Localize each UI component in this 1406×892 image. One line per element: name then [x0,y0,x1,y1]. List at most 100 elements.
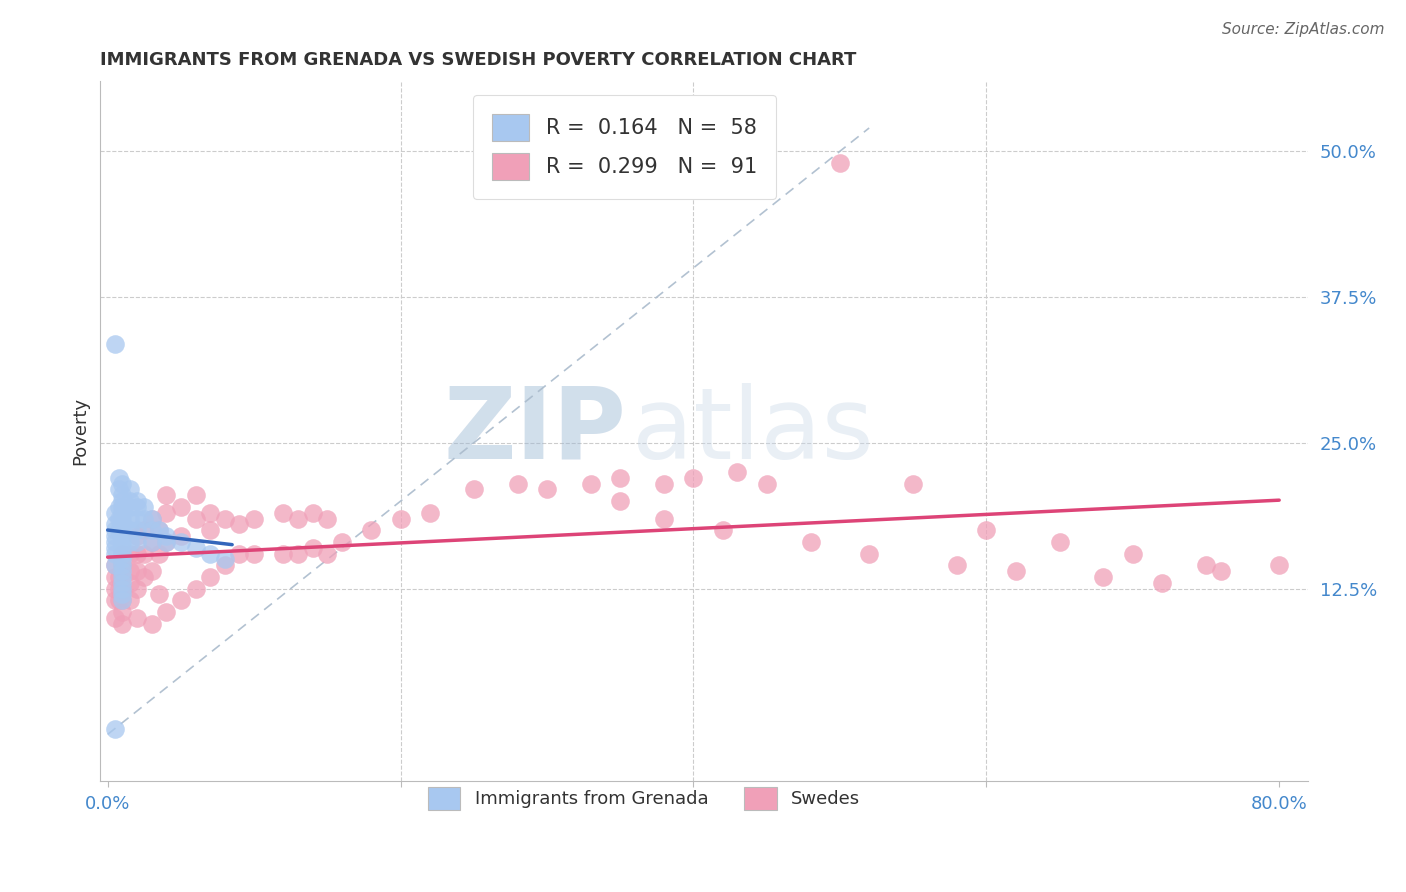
Point [104,558,127,573]
Point [273,547,295,561]
Point [800,535,823,549]
Point [652,511,675,525]
Point [858,547,880,561]
Point [155,529,177,543]
Point [214,511,236,525]
Point [170,535,193,549]
Point [287,511,309,525]
Point [682,471,704,485]
Legend: Immigrants from Grenada, Swedes: Immigrants from Grenada, Swedes [413,772,875,824]
Point [104,535,127,549]
Point [273,506,295,520]
Point [170,529,193,543]
Point [155,506,177,520]
Point [118,547,141,561]
Point [111,547,134,561]
Point [506,476,529,491]
Point [134,500,156,514]
Point [141,616,163,631]
Point [301,541,323,555]
Point [111,535,134,549]
Point [104,593,127,607]
Point [111,593,134,607]
Point [111,552,134,566]
Point [108,500,131,514]
Point [1122,547,1144,561]
Point [111,541,134,555]
Point [141,511,163,525]
Point [184,582,207,596]
Point [111,506,134,520]
Point [184,488,207,502]
Point [111,523,134,537]
Point [134,523,156,537]
Point [125,582,148,596]
Point [148,587,170,601]
Point [108,523,131,537]
Point [111,605,134,619]
Point [184,511,207,525]
Point [108,471,131,485]
Point [711,523,734,537]
Point [125,547,148,561]
Point [104,722,127,736]
Text: IMMIGRANTS FROM GRENADA VS SWEDISH POVERTY CORRELATION CHART: IMMIGRANTS FROM GRENADA VS SWEDISH POVER… [100,51,856,69]
Point [125,494,148,508]
Point [104,570,127,584]
Point [111,587,134,601]
Text: atlas: atlas [631,383,873,480]
Point [155,605,177,619]
Point [828,156,851,170]
Point [214,552,236,566]
Point [184,541,207,555]
Point [125,511,148,525]
Point [536,483,558,497]
Point [118,523,141,537]
Point [125,564,148,578]
Point [104,506,127,520]
Point [301,506,323,520]
Point [725,465,748,479]
Point [118,575,141,590]
Point [198,506,221,520]
Point [755,476,778,491]
Point [111,517,134,532]
Point [316,511,339,525]
Point [901,476,924,491]
Point [111,558,134,573]
Point [198,547,221,561]
Point [198,523,221,537]
Point [111,476,134,491]
Point [125,500,148,514]
Point [104,517,127,532]
Point [104,523,127,537]
Point [228,517,250,532]
Point [463,483,485,497]
Point [652,476,675,491]
Y-axis label: Poverty: Poverty [72,397,89,466]
Point [108,582,131,596]
Point [118,500,141,514]
Point [579,476,602,491]
Point [609,471,631,485]
Point [141,564,163,578]
Point [108,570,131,584]
Point [148,547,170,561]
Point [419,506,441,520]
Point [360,523,382,537]
Point [198,570,221,584]
Point [111,529,134,543]
Point [104,529,127,543]
Point [228,547,250,561]
Point [111,547,134,561]
Point [111,494,134,508]
Point [104,558,127,573]
Point [1004,564,1026,578]
Point [1150,575,1173,590]
Point [125,611,148,625]
Point [118,483,141,497]
Point [104,611,127,625]
Point [1195,558,1218,573]
Point [118,511,141,525]
Point [155,535,177,549]
